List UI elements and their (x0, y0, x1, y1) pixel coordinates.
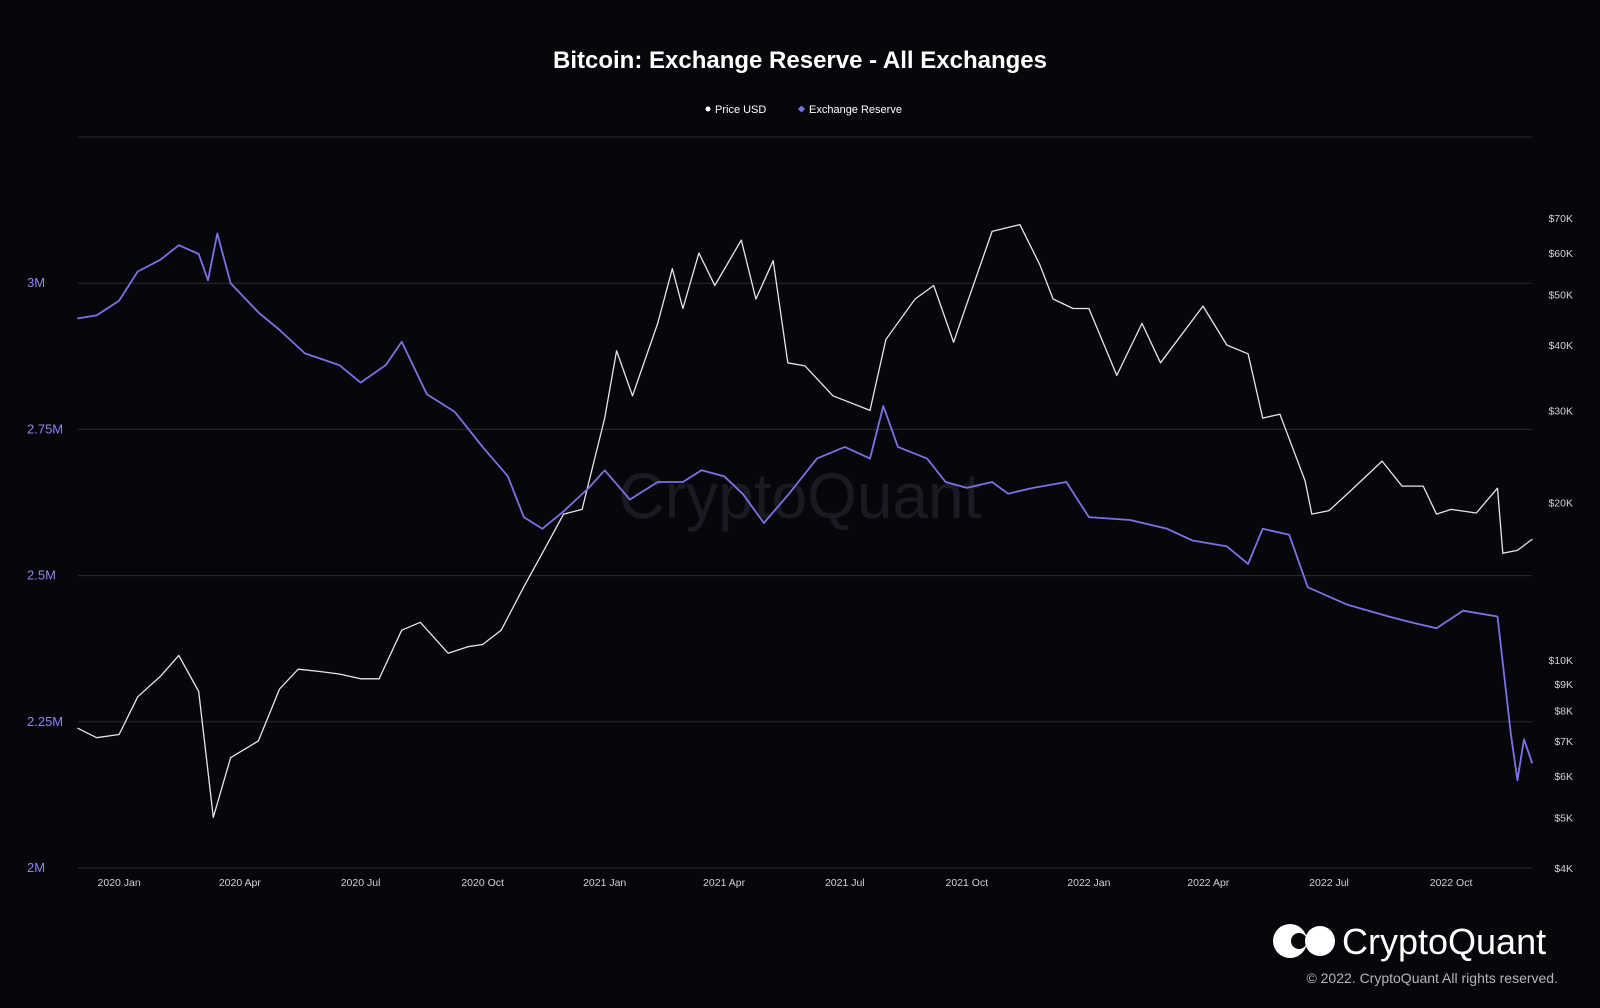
x-axis: 2020 Jan 2020 Apr 2020 Jul 2020 Oct 2021 Jan… (98, 877, 1473, 889)
x-tick-label: 2021 Jul (825, 877, 865, 889)
x-tick-label: 2020 Jul (341, 877, 381, 889)
right-tick-label: $5K (1554, 812, 1573, 824)
right-tick-label: $50K (1548, 289, 1573, 301)
legend-label-reserve[interactable]: Exchange Reserve (809, 104, 902, 116)
x-tick-label: 2020 Jan (98, 877, 141, 889)
right-tick-label: $70K (1548, 213, 1573, 225)
left-tick-label: 2M (27, 860, 45, 875)
right-tick-label: $9K (1554, 679, 1573, 691)
x-tick-label: 2022 Oct (1430, 877, 1473, 889)
x-tick-label: 2020 Apr (219, 877, 262, 889)
legend-marker-reserve (797, 105, 806, 113)
right-tick-label: $20K (1548, 498, 1573, 510)
x-tick-label: 2022 Jan (1067, 877, 1110, 889)
right-tick-label: $60K (1548, 248, 1573, 260)
series-layer (77, 223, 1533, 818)
left-tick-label: 2.75M (27, 421, 63, 436)
series-line-price-usd (77, 223, 1533, 818)
right-tick-label: $10K (1548, 655, 1573, 667)
right-tick-label: $4K (1554, 863, 1573, 875)
x-tick-label: 2020 Oct (461, 877, 504, 889)
right-tick-label: $7K (1554, 736, 1573, 748)
series-line-exchange-reserve (77, 232, 1533, 782)
x-tick-label: 2021 Apr (703, 877, 746, 889)
right-tick-label: $30K (1548, 405, 1573, 417)
brand-logo: CryptoQuant (1273, 921, 1546, 962)
legend-label-price[interactable]: Price USD (715, 104, 766, 116)
grid (78, 136, 1532, 869)
left-tick-label: 2.5M (27, 568, 56, 583)
x-tick-label: 2021 Oct (946, 877, 989, 889)
copyright: © 2022. CryptoQuant All rights reserved. (1306, 970, 1558, 986)
legend-marker-price (705, 106, 711, 112)
left-tick-label: 2.25M (27, 714, 63, 729)
watermark: CryptoQuant (619, 460, 982, 532)
x-tick-label: 2021 Jan (583, 877, 626, 889)
brand-name: CryptoQuant (1342, 921, 1546, 962)
right-axis: $4K $5K $6K $7K $8K $9K $10K $20K $30K $40K $50K $6… (1548, 213, 1573, 875)
right-tick-label: $8K (1554, 706, 1573, 718)
x-tick-label: 2022 Jul (1309, 877, 1349, 889)
legend[interactable]: Price USD Exchange Reserve (705, 104, 902, 116)
chart-title: Bitcoin: Exchange Reserve - All Exchange… (553, 47, 1047, 74)
cryptoquant-logo-icon (1273, 924, 1335, 958)
x-tick-label: 2022 Apr (1187, 877, 1230, 889)
left-tick-label: 3M (27, 275, 45, 290)
right-tick-label: $40K (1548, 340, 1573, 352)
left-axis: 2M 2.25M 2.5M 2.75M 3M (27, 275, 63, 875)
right-tick-label: $6K (1554, 771, 1573, 783)
